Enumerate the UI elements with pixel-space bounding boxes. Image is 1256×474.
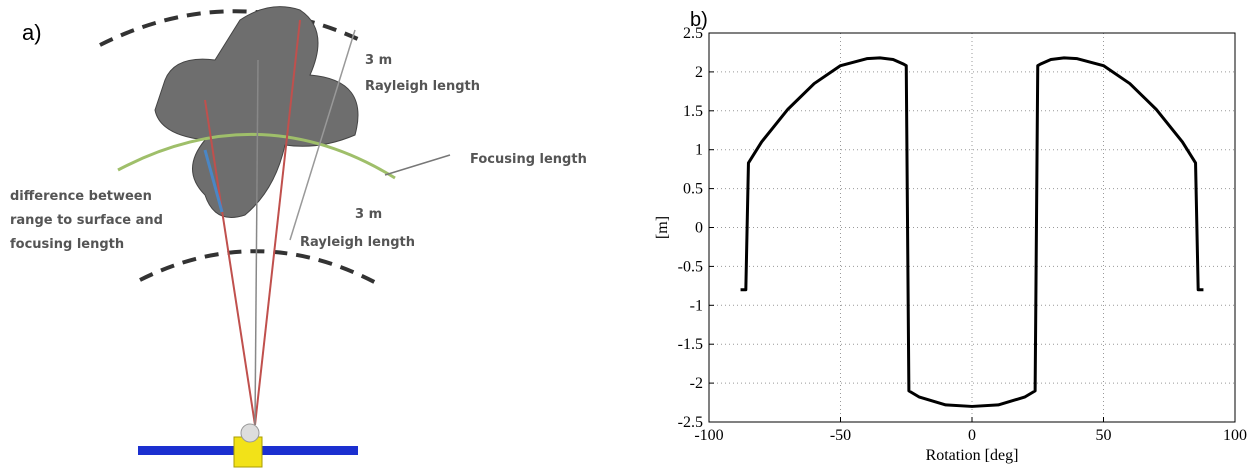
annotation: 3 m	[365, 53, 392, 68]
annotation: range to surface and	[10, 213, 163, 228]
annotation: focusing length	[10, 237, 124, 252]
rayleigh-arrow	[289, 29, 356, 241]
y-tick-label: -1.5	[678, 336, 703, 353]
annotation: Rayleigh length	[300, 235, 415, 250]
y-tick-label: -2.5	[678, 414, 703, 431]
difference-arrow	[203, 149, 224, 213]
dashed-arc	[99, 9, 361, 47]
y-tick-label: -1	[690, 297, 703, 314]
y-tick-label: -0.5	[678, 258, 703, 275]
beam	[204, 99, 256, 426]
x-tick-label: 50	[1096, 427, 1112, 444]
y-tick-label: 1	[695, 142, 703, 159]
diagram: a) 3 m Rayleigh length Focusing length d…	[10, 6, 587, 468]
plot-frame	[708, 32, 1236, 423]
beam	[254, 19, 301, 426]
plot: -2.5 -2 -1.5 -1 -0.5 0 0.5 1 1.5 2 2.5 -100 -50 0 50 10…	[654, 25, 1247, 464]
y-tick-label: 2.5	[683, 25, 703, 42]
annotation: 3 m	[355, 207, 382, 222]
y-tick-label: 0.5	[683, 181, 703, 198]
annotation: difference between	[10, 189, 152, 204]
y-tick-label: -2	[690, 375, 703, 392]
pointer	[384, 154, 451, 176]
satellite	[233, 436, 263, 468]
antenna	[240, 423, 260, 443]
annotation: Rayleigh length	[365, 79, 480, 94]
focus-arc	[117, 133, 396, 180]
x-tick-label: 0	[968, 427, 976, 444]
y-axis-label: [m]	[654, 216, 671, 239]
x-tick-label: -50	[830, 427, 851, 444]
x-tick-label: 100	[1223, 427, 1247, 444]
y-tick-label: 2	[695, 64, 703, 81]
y-tick-label: 1.5	[683, 103, 703, 120]
panel-label: a)	[22, 20, 42, 45]
x-axis-label: Rotation [deg]	[926, 447, 1019, 464]
data-line	[740, 56, 1204, 408]
dashed-arc	[139, 249, 381, 287]
axis-line	[254, 59, 259, 426]
x-tick-label: -100	[694, 427, 723, 444]
y-tick-label: 0	[695, 220, 703, 237]
panel-label: b)	[690, 9, 708, 31]
annotation: Focusing length	[470, 152, 587, 167]
